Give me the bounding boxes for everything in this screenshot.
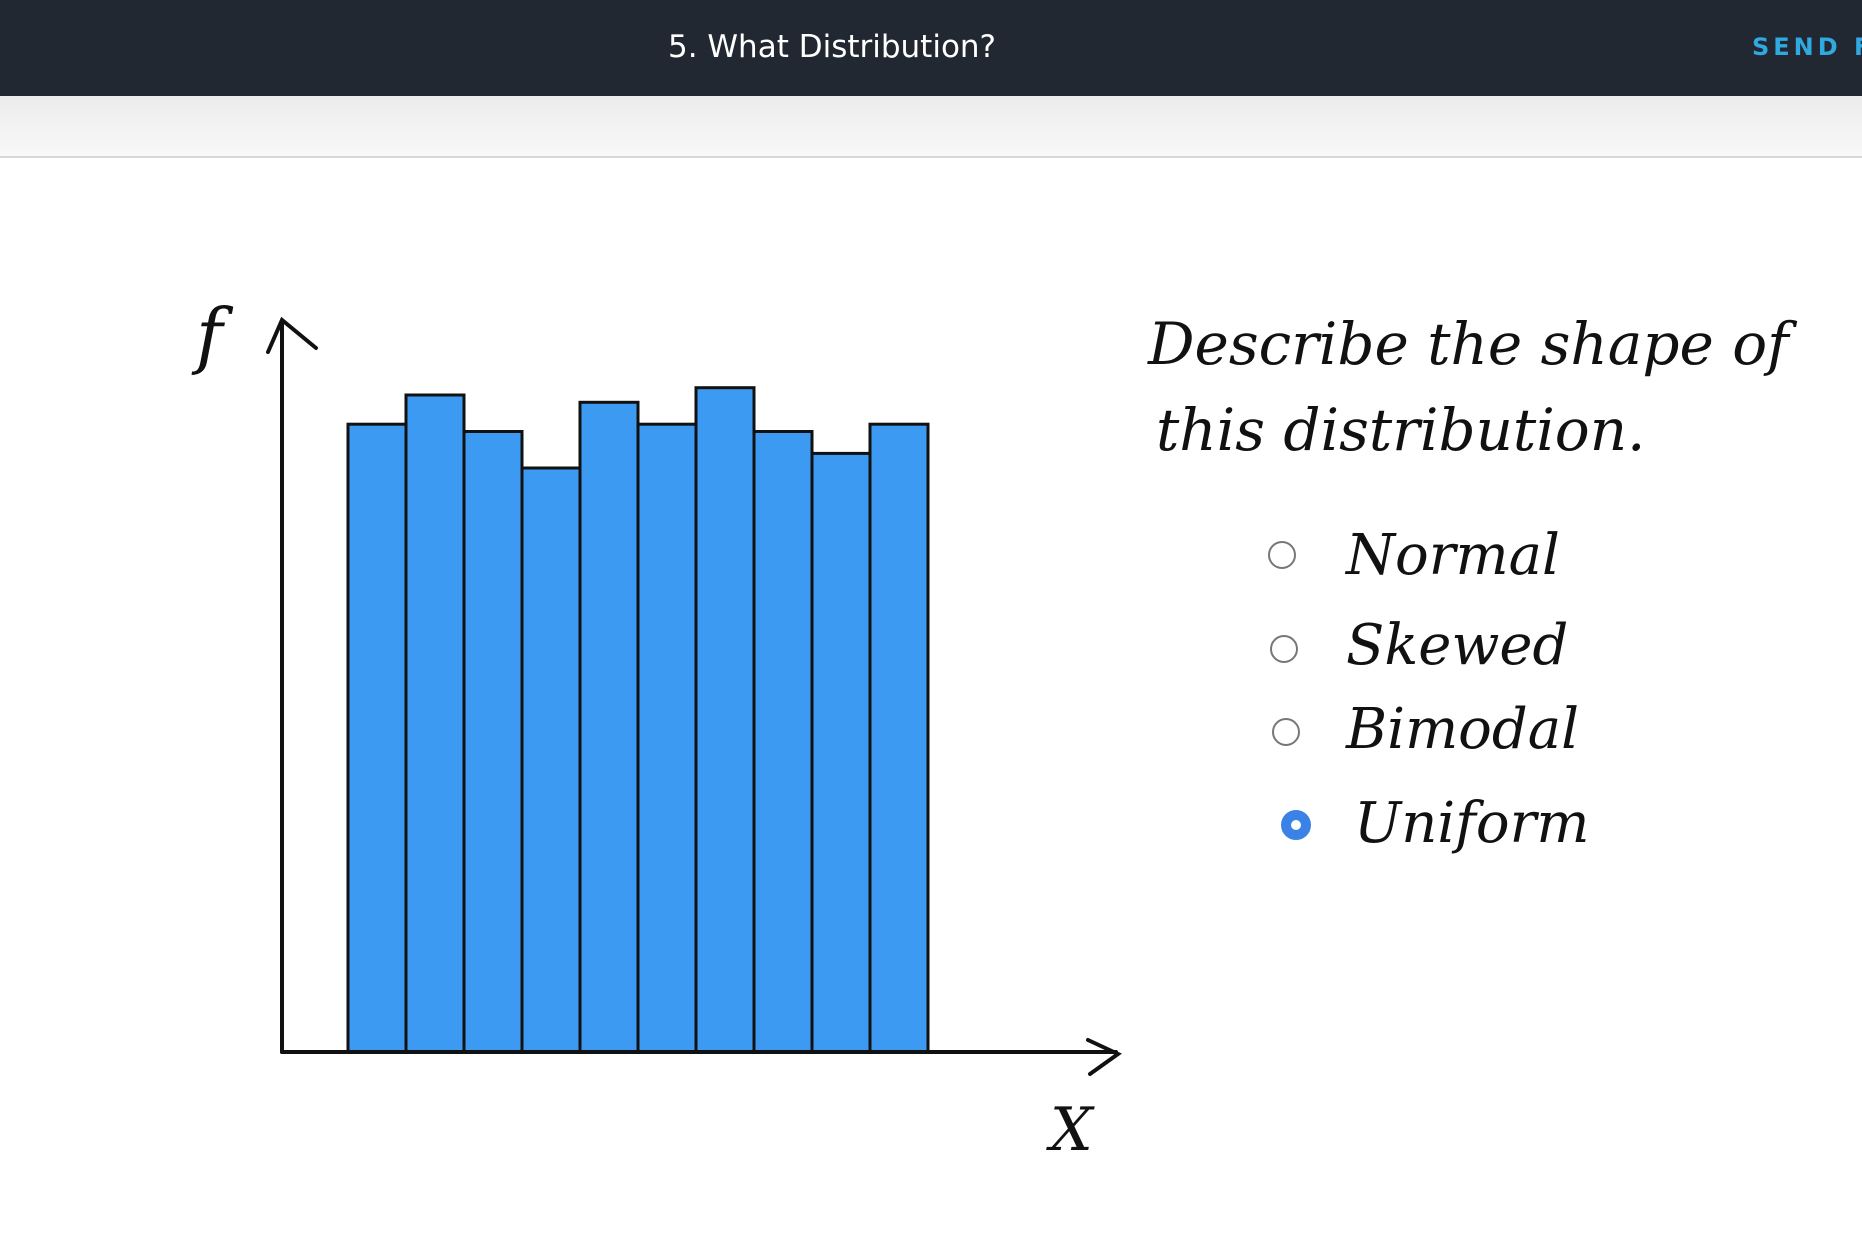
histogram-bar [578, 400, 640, 1054]
option-skewed-label: Skewed [1346, 613, 1568, 678]
radio-uniform-dot [1291, 820, 1301, 830]
y-axis-arrow [266, 316, 318, 354]
x-axis-arrow [1086, 1038, 1122, 1076]
y-axis-label: f [191, 293, 234, 377]
option-skewed[interactable]: Skewed [1270, 613, 1568, 678]
histogram-bar [404, 393, 466, 1054]
top-bar: 5. What Distribution? SEND F [0, 0, 1862, 96]
histogram-bar [752, 430, 814, 1054]
question-line-2: this distribution. [1156, 396, 1646, 464]
histogram-bar [636, 422, 698, 1054]
question-line-1: Describe the shape of [1147, 310, 1798, 378]
page-title: 5. What Distribution? [667, 29, 997, 65]
option-bimodal[interactable]: Bimodal [1272, 697, 1579, 762]
histogram-bar [694, 386, 756, 1054]
send-button[interactable]: SEND F [1752, 33, 1862, 61]
option-bimodal-label: Bimodal [1345, 697, 1579, 762]
option-normal-label: Normal [1344, 523, 1560, 588]
radio-skewed[interactable] [1270, 635, 1298, 663]
option-uniform-label: Uniform [1354, 791, 1589, 856]
histogram-bars [346, 386, 930, 1054]
option-uniform[interactable]: Uniform [1281, 791, 1589, 856]
radio-bimodal[interactable] [1272, 718, 1300, 746]
option-normal[interactable]: Normal [1268, 523, 1560, 588]
x-axis-label: X [1046, 1095, 1095, 1165]
radio-normal[interactable] [1268, 541, 1296, 569]
histogram-bar [346, 422, 408, 1054]
toolbar-strip [0, 96, 1862, 158]
histogram-bar [462, 430, 524, 1054]
histogram-bar [810, 451, 872, 1054]
histogram-bar [520, 466, 582, 1054]
axes [266, 316, 1122, 1076]
histogram-bar [868, 422, 930, 1054]
